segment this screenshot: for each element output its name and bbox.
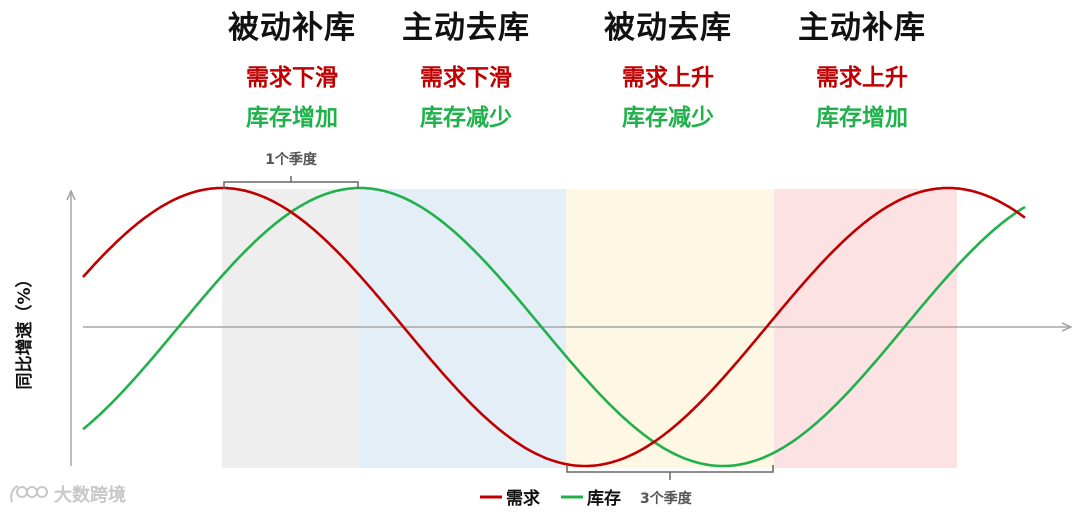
phase-passive-restock: 被动补库 需求下滑 库存增加: [202, 8, 382, 133]
phase-inventory-text: 库存减少: [420, 105, 512, 131]
phase-inventory-text: 库存增加: [246, 105, 338, 131]
band-passive-destock: [566, 189, 774, 468]
phase-inventory-text: 库存减少: [622, 105, 714, 131]
lag-label-top: 1个季度: [265, 151, 318, 168]
band-passive-restock: [222, 189, 360, 468]
phase-active-restock: 主动补库 需求上升 库存增加: [772, 8, 952, 133]
phase-demand-text: 需求上升: [622, 65, 714, 91]
phase-passive-destock: 被动去库 需求上升 库存减少: [578, 8, 758, 133]
phase-demand-text: 需求下滑: [420, 65, 512, 91]
band-active-destock: [360, 189, 566, 468]
lag-label-bottom: 3个季度: [640, 490, 693, 507]
phase-active-destock: 主动去库 需求下滑 库存减少: [376, 8, 556, 133]
watermark: 大数跨境: [8, 480, 126, 508]
phase-title: 被动补库: [228, 10, 356, 46]
phase-title: 被动去库: [604, 10, 732, 46]
watermark-text: 大数跨境: [54, 485, 126, 506]
legend-inventory-label: 库存: [587, 488, 621, 509]
phase-title: 主动去库: [402, 10, 530, 46]
phase-demand-text: 需求下滑: [246, 65, 338, 91]
watermark-logo-icon: [10, 485, 48, 503]
phase-inventory-text: 库存增加: [816, 105, 908, 131]
legend: 需求 库存 3个季度: [480, 488, 693, 509]
phase-demand-text: 需求上升: [816, 65, 908, 91]
lag-bracket-top: [223, 176, 359, 189]
band-active-restock: [774, 189, 957, 468]
demand-curve: [82, 186, 1026, 468]
lag-bracket-bottom: [566, 465, 774, 480]
phase-title: 主动补库: [798, 10, 926, 46]
inventory-curve: [82, 186, 1026, 468]
legend-demand-label: 需求: [506, 488, 540, 509]
